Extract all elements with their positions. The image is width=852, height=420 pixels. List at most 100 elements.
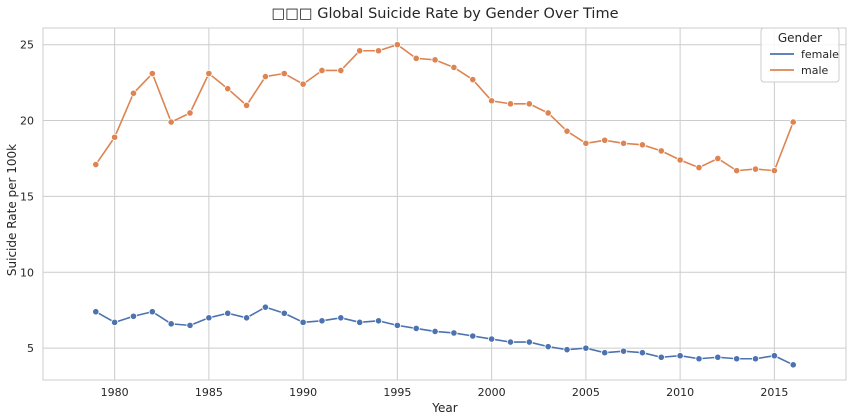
- data-point-female: [469, 332, 477, 340]
- data-point-female: [619, 347, 628, 355]
- data-point-male: [563, 127, 571, 135]
- legend-box: [760, 27, 840, 83]
- data-point-male: [544, 109, 552, 117]
- data-point-female: [695, 355, 703, 363]
- data-point-female: [129, 312, 138, 320]
- data-point-female: [280, 309, 288, 317]
- data-point-female: [111, 318, 119, 326]
- data-point-female: [751, 355, 760, 363]
- data-point-female: [224, 309, 232, 317]
- data-point-female: [770, 352, 778, 360]
- data-point-male: [733, 167, 741, 175]
- data-point-male: [186, 109, 194, 117]
- data-point-female: [506, 338, 515, 346]
- data-point-female: [525, 338, 533, 346]
- data-point-male: [148, 69, 156, 78]
- data-point-female: [582, 344, 590, 352]
- data-point-male: [167, 118, 175, 126]
- data-point-female: [167, 320, 175, 328]
- y-axis-label: Suicide Rate per 100k: [5, 144, 19, 276]
- data-point-male: [469, 75, 477, 84]
- legend-label-male: male: [801, 64, 829, 77]
- data-point-female: [431, 327, 439, 336]
- x-tick-label: 1990: [289, 386, 317, 399]
- x-tick-label: 1985: [195, 386, 223, 399]
- y-tick-label: 20: [20, 115, 34, 128]
- data-point-female: [638, 349, 647, 357]
- x-axis-label: Year: [431, 401, 457, 415]
- data-point-male: [299, 80, 307, 88]
- data-point-male: [714, 154, 722, 163]
- data-point-male: [695, 163, 703, 172]
- data-point-male: [638, 141, 647, 149]
- data-point-female: [337, 314, 345, 322]
- data-point-female: [789, 361, 797, 369]
- chart-title: □□□ Global Suicide Rate by Gender Over T…: [272, 6, 619, 22]
- x-tick-label: 2000: [478, 386, 506, 399]
- data-point-female: [148, 308, 156, 316]
- data-point-male: [450, 63, 458, 72]
- data-point-female: [299, 318, 307, 326]
- y-tick-label: 5: [27, 342, 34, 355]
- data-point-male: [205, 69, 213, 78]
- data-point-female: [242, 314, 251, 322]
- series-layer: [92, 41, 797, 369]
- data-point-male: [224, 85, 232, 93]
- data-point-female: [356, 318, 364, 326]
- data-point-male: [242, 101, 251, 109]
- data-point-male: [751, 165, 760, 173]
- data-point-male: [431, 56, 439, 64]
- data-point-female: [488, 335, 496, 343]
- data-point-female: [318, 317, 326, 325]
- legend-label-female: female: [801, 48, 839, 61]
- y-tick-label: 15: [20, 190, 34, 203]
- data-point-male: [337, 66, 345, 75]
- data-point-female: [92, 308, 100, 316]
- data-point-male: [789, 118, 797, 126]
- data-point-male: [657, 147, 665, 155]
- data-point-male: [412, 54, 420, 62]
- data-point-male: [261, 72, 270, 81]
- data-point-male: [582, 139, 590, 147]
- series-female: [92, 303, 797, 369]
- data-point-female: [544, 343, 552, 351]
- data-point-male: [356, 47, 364, 55]
- data-point-female: [733, 355, 741, 363]
- y-tick-label: 10: [20, 266, 34, 279]
- data-point-female: [261, 303, 270, 311]
- data-point-female: [657, 353, 665, 361]
- x-tick-label: 1995: [383, 386, 411, 399]
- y-tick-label: 25: [20, 39, 34, 52]
- data-point-male: [111, 133, 119, 141]
- data-point-male: [676, 156, 684, 164]
- data-point-male: [374, 47, 383, 55]
- data-point-male: [525, 100, 533, 108]
- legend: Gender female male: [760, 27, 840, 83]
- data-point-female: [205, 314, 213, 322]
- data-point-male: [92, 160, 100, 169]
- data-point-female: [601, 349, 609, 357]
- data-point-male: [506, 100, 515, 108]
- data-point-female: [676, 352, 684, 360]
- x-tick-label: 2005: [572, 386, 600, 399]
- x-tick-label: 2010: [666, 386, 694, 399]
- x-tick-label: 2015: [760, 386, 788, 399]
- data-point-male: [488, 97, 496, 105]
- data-point-female: [563, 346, 571, 354]
- data-point-female: [412, 324, 420, 333]
- y-tick-labels: 5 10 15 20 25: [20, 39, 34, 355]
- data-point-female: [450, 329, 458, 337]
- data-point-female: [374, 317, 383, 325]
- data-point-male: [770, 167, 778, 175]
- data-point-male: [393, 41, 401, 49]
- data-point-male: [619, 139, 628, 147]
- data-point-male: [129, 89, 138, 97]
- data-point-female: [714, 353, 722, 361]
- data-point-male: [280, 69, 288, 78]
- data-point-male: [318, 66, 326, 75]
- plot-frame: [42, 27, 847, 381]
- series-male: [92, 41, 797, 175]
- x-tick-labels: 1980 1985 1990 1995 2000 2005 2010 2015: [101, 386, 789, 399]
